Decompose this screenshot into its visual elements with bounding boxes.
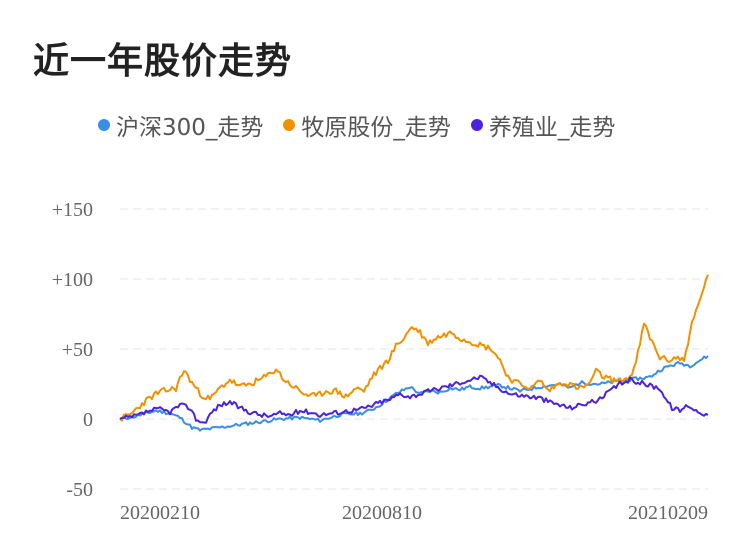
x-axis-ticks: 20200210 20200810 20210209 — [120, 502, 708, 524]
y-tick-label: +150 — [52, 199, 93, 221]
y-tick-label: +50 — [62, 339, 93, 361]
series-line-2 — [119, 374, 709, 424]
chart-title: 近一年股价走势 — [33, 41, 293, 82]
grid-lines — [120, 208, 708, 490]
y-tick-label: +100 — [52, 269, 93, 291]
legend-label-livestock: 养殖业_走势 — [488, 115, 616, 141]
series-lines — [119, 274, 709, 432]
legend-item-hs300[interactable]: 沪深300_走势 — [98, 108, 263, 142]
legend: 沪深300_走势 牧原股份_走势 养殖业_走势 — [98, 108, 615, 142]
legend-item-livestock[interactable]: 养殖业_走势 — [470, 108, 616, 142]
series-line-0 — [119, 355, 709, 432]
series-line-1 — [119, 274, 709, 422]
legend-item-muyuan[interactable]: 牧原股份_走势 — [283, 108, 451, 142]
legend-label-muyuan: 牧原股份_走势 — [301, 115, 451, 141]
legend-dot-muyuan — [283, 119, 296, 131]
legend-label-hs300: 沪深300_走势 — [116, 115, 264, 141]
x-tick-label: 20200810 — [342, 502, 422, 524]
y-tick-label: 0 — [83, 409, 93, 431]
legend-dot-hs300 — [98, 119, 110, 131]
x-tick-label: 20210209 — [628, 502, 708, 524]
legend-dot-livestock — [470, 119, 483, 131]
y-tick-label: -50 — [66, 479, 93, 501]
x-tick-label: 20200210 — [120, 502, 200, 524]
y-axis-ticks: +150 +100 +50 0 -50 — [52, 199, 93, 501]
